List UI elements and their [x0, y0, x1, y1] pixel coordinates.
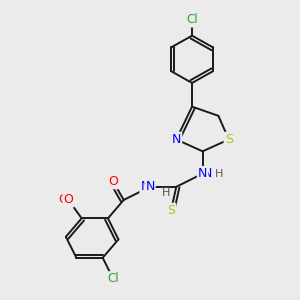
Text: N: N: [198, 167, 207, 180]
Text: O: O: [58, 194, 68, 206]
Text: O: O: [108, 175, 118, 188]
Text: H: H: [214, 169, 223, 179]
Text: S: S: [167, 204, 175, 217]
Text: H: H: [162, 188, 170, 198]
Text: O: O: [64, 194, 74, 206]
Text: N: N: [202, 167, 212, 180]
Text: Cl: Cl: [186, 14, 198, 26]
Text: N: N: [141, 180, 150, 193]
Text: N: N: [145, 180, 155, 193]
Text: N: N: [172, 133, 181, 146]
Text: Cl: Cl: [107, 272, 119, 285]
Text: S: S: [225, 133, 233, 146]
